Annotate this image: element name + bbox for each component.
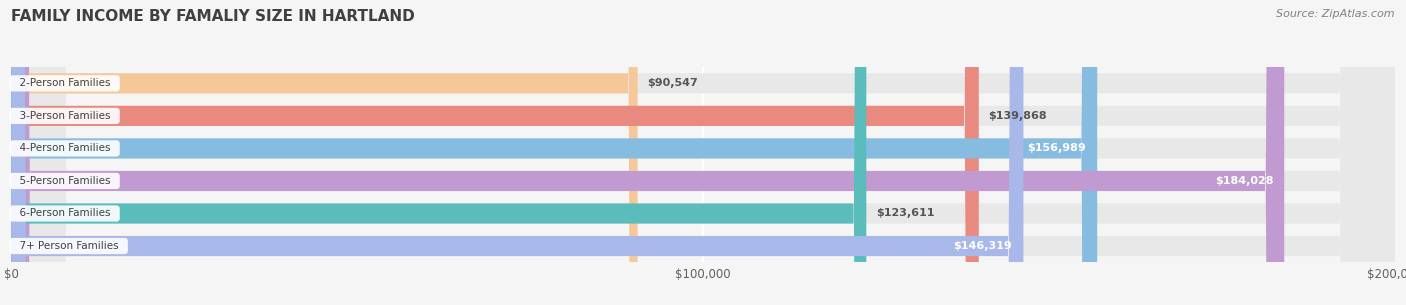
Text: $123,611: $123,611 [876, 209, 935, 218]
Text: $146,319: $146,319 [953, 241, 1012, 251]
Text: 3-Person Families: 3-Person Families [13, 111, 117, 121]
Text: 7+ Person Families: 7+ Person Families [13, 241, 125, 251]
FancyBboxPatch shape [11, 0, 1395, 305]
Text: 2-Person Families: 2-Person Families [13, 78, 117, 88]
Text: $156,989: $156,989 [1028, 143, 1087, 153]
Text: $139,868: $139,868 [988, 111, 1047, 121]
FancyBboxPatch shape [11, 0, 1284, 305]
FancyBboxPatch shape [11, 0, 1024, 305]
FancyBboxPatch shape [11, 0, 979, 305]
FancyBboxPatch shape [11, 0, 637, 305]
Text: FAMILY INCOME BY FAMALIY SIZE IN HARTLAND: FAMILY INCOME BY FAMALIY SIZE IN HARTLAN… [11, 9, 415, 24]
Text: Source: ZipAtlas.com: Source: ZipAtlas.com [1277, 9, 1395, 19]
FancyBboxPatch shape [11, 0, 1097, 305]
Text: 4-Person Families: 4-Person Families [13, 143, 117, 153]
FancyBboxPatch shape [11, 0, 1395, 305]
Text: $184,028: $184,028 [1215, 176, 1274, 186]
Text: 6-Person Families: 6-Person Families [13, 209, 117, 218]
FancyBboxPatch shape [11, 0, 1395, 305]
Text: $90,547: $90,547 [647, 78, 697, 88]
FancyBboxPatch shape [11, 0, 866, 305]
FancyBboxPatch shape [11, 0, 1395, 305]
FancyBboxPatch shape [11, 0, 1395, 305]
Text: 5-Person Families: 5-Person Families [13, 176, 117, 186]
FancyBboxPatch shape [11, 0, 1395, 305]
